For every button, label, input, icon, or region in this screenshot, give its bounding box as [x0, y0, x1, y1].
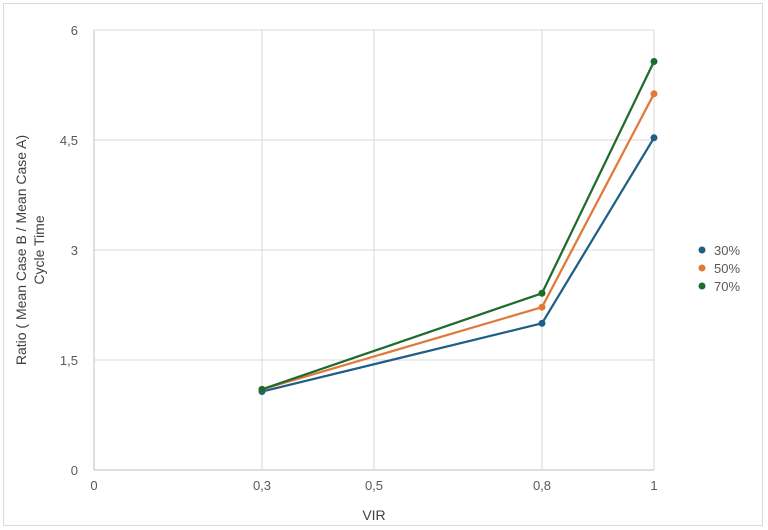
series-line-50pct [261, 93, 655, 391]
legend-label: 30% [714, 243, 740, 258]
x-tick-label: 0,5 [365, 478, 383, 493]
y-tick-label: 3 [71, 243, 78, 258]
x-tick-label: 0 [90, 478, 97, 493]
series-line-70pct [261, 61, 656, 391]
y-axis-title: Ratio ( Mean Case B / Mean Case A) Cycle… [13, 135, 47, 365]
y-axis-title-line-2: Cycle Time [31, 215, 47, 284]
series-line-30pct [261, 137, 655, 393]
legend: 30% 50% 70% [698, 243, 740, 294]
data-point [650, 58, 658, 66]
data-point [538, 319, 546, 327]
series-points [258, 58, 658, 396]
y-tick-label: 0 [71, 463, 78, 478]
legend-label: 50% [714, 261, 740, 276]
data-point [650, 90, 658, 98]
data-point [258, 385, 266, 393]
x-tick-label: 0,8 [533, 478, 551, 493]
data-point [538, 303, 546, 311]
x-tick-label: 0,3 [253, 478, 271, 493]
y-tick-labels: 0 1,5 3 4,5 6 [60, 23, 78, 478]
x-tick-label: 1 [650, 478, 657, 493]
series-lines [261, 61, 656, 393]
legend-marker [698, 246, 706, 254]
y-tick-label: 1,5 [60, 353, 78, 368]
data-point [650, 134, 658, 142]
axes [93, 30, 654, 471]
y-tick-label: 6 [71, 23, 78, 38]
data-point [538, 289, 546, 297]
legend-marker [698, 264, 706, 272]
y-tick-label: 4,5 [60, 133, 78, 148]
legend-label: 70% [714, 279, 740, 294]
y-axis-title-line-1: Ratio ( Mean Case B / Mean Case A) [13, 135, 29, 365]
legend-marker [698, 282, 706, 290]
x-tick-labels: 0 0,3 0,5 0,8 1 [90, 478, 657, 493]
gridlines [94, 29, 655, 470]
chart-frame [3, 3, 763, 526]
x-axis-title: VIR [362, 507, 385, 523]
